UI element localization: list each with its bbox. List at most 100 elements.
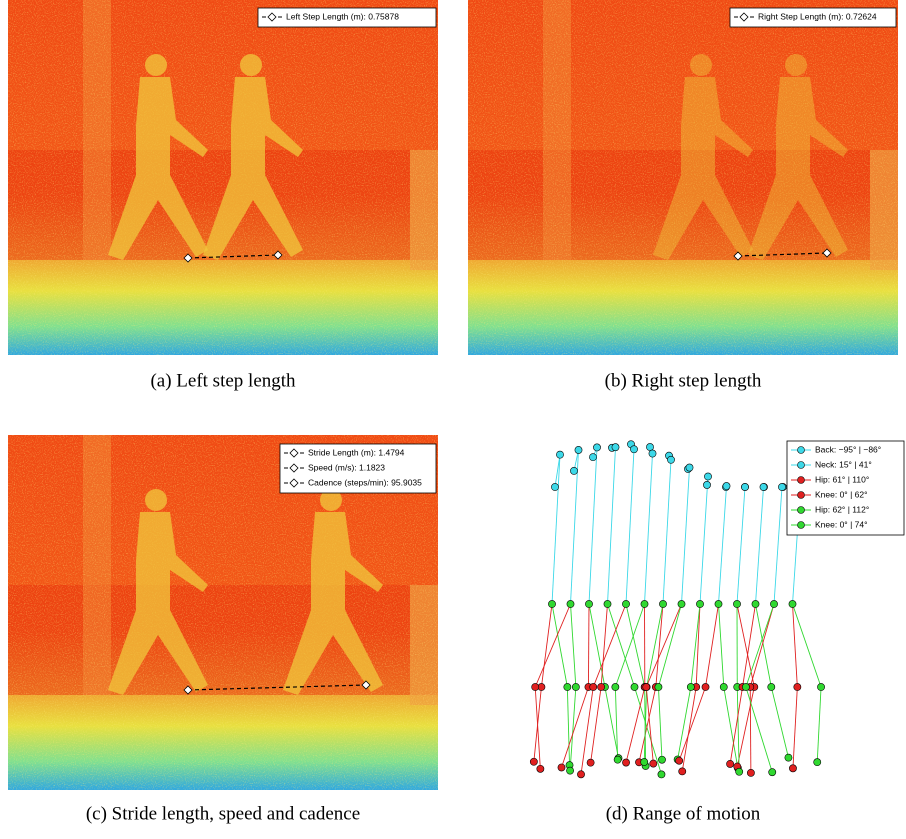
legend: Stride Length (m): 1.4794 Speed (m/s): 1.… bbox=[280, 444, 436, 493]
figure-head bbox=[690, 54, 712, 76]
joint bbox=[566, 767, 573, 774]
joint bbox=[567, 600, 574, 607]
figure-head bbox=[785, 54, 807, 76]
bone bbox=[589, 447, 597, 604]
joint bbox=[789, 765, 796, 772]
caption: (a) Left step length bbox=[150, 370, 296, 391]
joint bbox=[598, 683, 605, 690]
joint bbox=[612, 683, 619, 690]
joint bbox=[676, 757, 683, 764]
bone bbox=[682, 687, 696, 771]
joint bbox=[558, 764, 565, 771]
joint bbox=[702, 683, 709, 690]
joint bbox=[641, 758, 648, 765]
legend: Left Step Length (m): 0.75878 bbox=[258, 8, 436, 27]
joint bbox=[789, 600, 796, 607]
joint bbox=[631, 683, 638, 690]
bone bbox=[626, 449, 634, 604]
legend-label: Hip: 62° | 112° bbox=[815, 504, 869, 514]
legend-dot bbox=[798, 447, 805, 454]
joint bbox=[658, 771, 665, 778]
bone bbox=[737, 687, 739, 772]
bone bbox=[817, 687, 821, 762]
bone bbox=[774, 487, 782, 604]
bone bbox=[601, 604, 607, 687]
joint bbox=[659, 600, 666, 607]
joint bbox=[703, 481, 710, 488]
joint bbox=[587, 759, 594, 766]
thermal-image bbox=[8, 0, 438, 355]
legend-dot bbox=[798, 522, 805, 529]
bone bbox=[567, 687, 569, 765]
legend-dot bbox=[798, 492, 805, 499]
joint bbox=[696, 600, 703, 607]
joint bbox=[593, 444, 600, 451]
bone bbox=[626, 604, 645, 687]
joint bbox=[747, 769, 754, 776]
joint bbox=[727, 760, 734, 767]
joint bbox=[556, 451, 563, 458]
joint bbox=[577, 771, 584, 778]
bone bbox=[793, 687, 797, 768]
bone bbox=[663, 460, 671, 604]
legend-label: Back: −95° | −86° bbox=[815, 444, 881, 454]
bone bbox=[626, 687, 645, 763]
bone bbox=[571, 604, 576, 687]
bone bbox=[746, 687, 772, 772]
figure-head bbox=[240, 54, 262, 76]
legend-label: Neck: 15° | 41° bbox=[815, 459, 872, 469]
joint bbox=[551, 483, 558, 490]
bone bbox=[679, 687, 705, 761]
joint bbox=[658, 756, 665, 763]
bone bbox=[591, 687, 602, 763]
bone bbox=[535, 687, 540, 769]
bone bbox=[608, 447, 616, 604]
joint bbox=[769, 769, 776, 776]
bone bbox=[682, 468, 690, 604]
joint bbox=[590, 683, 597, 690]
joint bbox=[814, 759, 821, 766]
joint bbox=[572, 683, 579, 690]
legend-label: Stride Length (m): 1.4794 bbox=[308, 447, 405, 457]
bone bbox=[646, 604, 681, 687]
legend-label: Hip: 61° | 110° bbox=[815, 474, 869, 484]
legend-label: Knee: 0° | 62° bbox=[815, 489, 868, 499]
joint bbox=[778, 483, 785, 490]
caption: (c) Stride length, speed and cadence bbox=[86, 803, 360, 824]
joint bbox=[532, 683, 539, 690]
joint bbox=[604, 600, 611, 607]
joint bbox=[646, 443, 653, 450]
bone bbox=[647, 604, 663, 687]
bone bbox=[696, 604, 700, 687]
joint bbox=[630, 446, 637, 453]
joint bbox=[570, 467, 577, 474]
bone bbox=[552, 455, 560, 604]
bone bbox=[737, 604, 754, 687]
joint bbox=[614, 756, 621, 763]
legend-label: Speed (m/s): 1.1823 bbox=[308, 462, 385, 472]
joint bbox=[641, 600, 648, 607]
bone bbox=[746, 604, 774, 687]
joint bbox=[575, 446, 582, 453]
legend-dot bbox=[798, 462, 805, 469]
bone bbox=[737, 687, 754, 767]
joint bbox=[622, 600, 629, 607]
legend-label: Left Step Length (m): 0.75878 bbox=[286, 11, 399, 21]
joint bbox=[686, 464, 693, 471]
bone bbox=[700, 476, 708, 604]
figure-head bbox=[145, 54, 167, 76]
joint bbox=[752, 600, 759, 607]
joint bbox=[548, 600, 555, 607]
skeleton-plot bbox=[530, 441, 824, 778]
joint bbox=[530, 758, 537, 765]
caption: (b) Right step length bbox=[605, 370, 762, 391]
bone bbox=[719, 486, 727, 604]
bone bbox=[541, 604, 552, 687]
bone bbox=[570, 687, 576, 771]
legend-dot bbox=[798, 477, 805, 484]
joint bbox=[650, 760, 657, 767]
bone bbox=[691, 604, 700, 687]
joint bbox=[715, 600, 722, 607]
figure: Left Step Length (m): 0.75878Right Step … bbox=[0, 0, 906, 834]
